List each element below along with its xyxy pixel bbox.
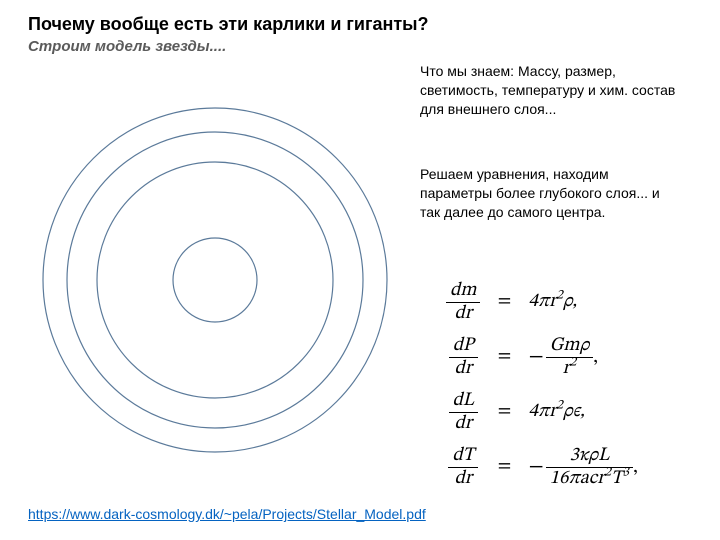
equation-table: dmdr=4πr2ρ,dPdr=−Gmρr2,dLdr=4πr2ρϵ,dTdr=… bbox=[440, 275, 644, 495]
equation-rhs: 4πr2ρϵ, bbox=[522, 385, 643, 440]
equation-rhs: −Gmρr2, bbox=[522, 330, 643, 385]
slide-title: Почему вообще есть эти карлики и гиганты… bbox=[28, 14, 429, 35]
shell-circle-3 bbox=[173, 238, 257, 322]
equation-row-2: dLdr=4πr2ρϵ, bbox=[440, 385, 644, 440]
equation-lhs: dLdr bbox=[440, 385, 486, 440]
shell-circle-2 bbox=[97, 162, 333, 398]
stellar-structure-equations: dmdr=4πr2ρ,dPdr=−Gmρr2,dLdr=4πr2ρϵ,dTdr=… bbox=[440, 275, 700, 495]
source-link[interactable]: https://www.dark-cosmology.dk/~pela/Proj… bbox=[28, 506, 426, 522]
equation-rhs: −3κρL16πacr2T3, bbox=[522, 440, 643, 495]
equation-lhs: dTdr bbox=[440, 440, 486, 495]
equation-lhs: dPdr bbox=[440, 330, 486, 385]
equals-sign: = bbox=[486, 275, 522, 330]
paragraph-known: Что мы знаем: Массу, размер, светимость,… bbox=[420, 62, 680, 119]
concentric-circles-diagram bbox=[30, 95, 400, 465]
equation-row-3: dTdr=−3κρL16πacr2T3, bbox=[440, 440, 644, 495]
shell-circle-0 bbox=[43, 108, 387, 452]
equals-sign: = bbox=[486, 330, 522, 385]
paragraph-method: Решаем уравнения, находим параметры боле… bbox=[420, 165, 680, 222]
equation-lhs: dmdr bbox=[440, 275, 486, 330]
shell-circle-1 bbox=[67, 132, 363, 428]
equation-row-1: dPdr=−Gmρr2, bbox=[440, 330, 644, 385]
equals-sign: = bbox=[486, 440, 522, 495]
slide-subtitle: Строим модель звезды.... bbox=[28, 38, 226, 55]
equation-row-0: dmdr=4πr2ρ, bbox=[440, 275, 644, 330]
equation-rhs: 4πr2ρ, bbox=[522, 275, 643, 330]
equals-sign: = bbox=[486, 385, 522, 440]
